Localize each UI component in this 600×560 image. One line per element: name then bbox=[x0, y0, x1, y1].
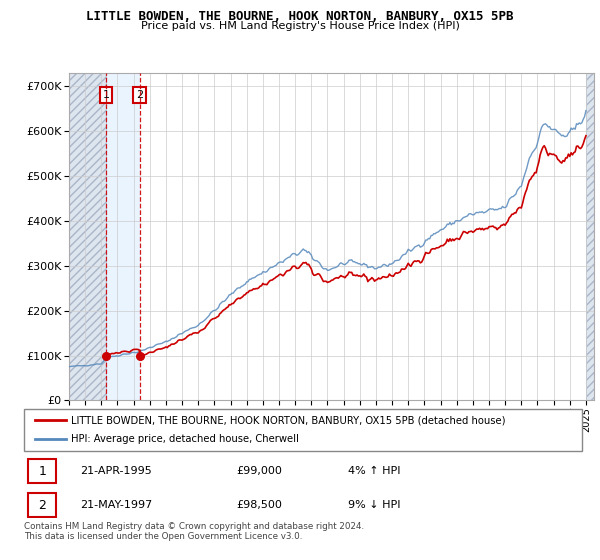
Text: 4% ↑ HPI: 4% ↑ HPI bbox=[347, 466, 400, 476]
Text: 2: 2 bbox=[136, 90, 143, 100]
Text: £98,500: £98,500 bbox=[236, 500, 282, 510]
Bar bbox=[586, 73, 594, 400]
Text: Price paid vs. HM Land Registry's House Price Index (HPI): Price paid vs. HM Land Registry's House … bbox=[140, 21, 460, 31]
Text: HPI: Average price, detached house, Cherwell: HPI: Average price, detached house, Cher… bbox=[71, 435, 299, 445]
Text: £99,000: £99,000 bbox=[236, 466, 282, 476]
Text: LITTLE BOWDEN, THE BOURNE, HOOK NORTON, BANBURY, OX15 5PB: LITTLE BOWDEN, THE BOURNE, HOOK NORTON, … bbox=[86, 10, 514, 23]
Text: 1: 1 bbox=[38, 465, 46, 478]
Text: 1: 1 bbox=[103, 90, 109, 100]
Text: 21-APR-1995: 21-APR-1995 bbox=[80, 466, 152, 476]
Text: 21-MAY-1997: 21-MAY-1997 bbox=[80, 500, 152, 510]
Bar bbox=[28, 459, 56, 483]
Bar bbox=[69, 73, 106, 400]
Bar bbox=[69, 73, 106, 400]
Text: LITTLE BOWDEN, THE BOURNE, HOOK NORTON, BANBURY, OX15 5PB (detached house): LITTLE BOWDEN, THE BOURNE, HOOK NORTON, … bbox=[71, 415, 506, 425]
Bar bbox=[106, 73, 140, 400]
Bar bbox=[28, 493, 56, 517]
Text: 9% ↓ HPI: 9% ↓ HPI bbox=[347, 500, 400, 510]
Text: 2: 2 bbox=[38, 499, 46, 512]
Text: Contains HM Land Registry data © Crown copyright and database right 2024.
This d: Contains HM Land Registry data © Crown c… bbox=[24, 522, 364, 542]
Bar bbox=[586, 73, 594, 400]
